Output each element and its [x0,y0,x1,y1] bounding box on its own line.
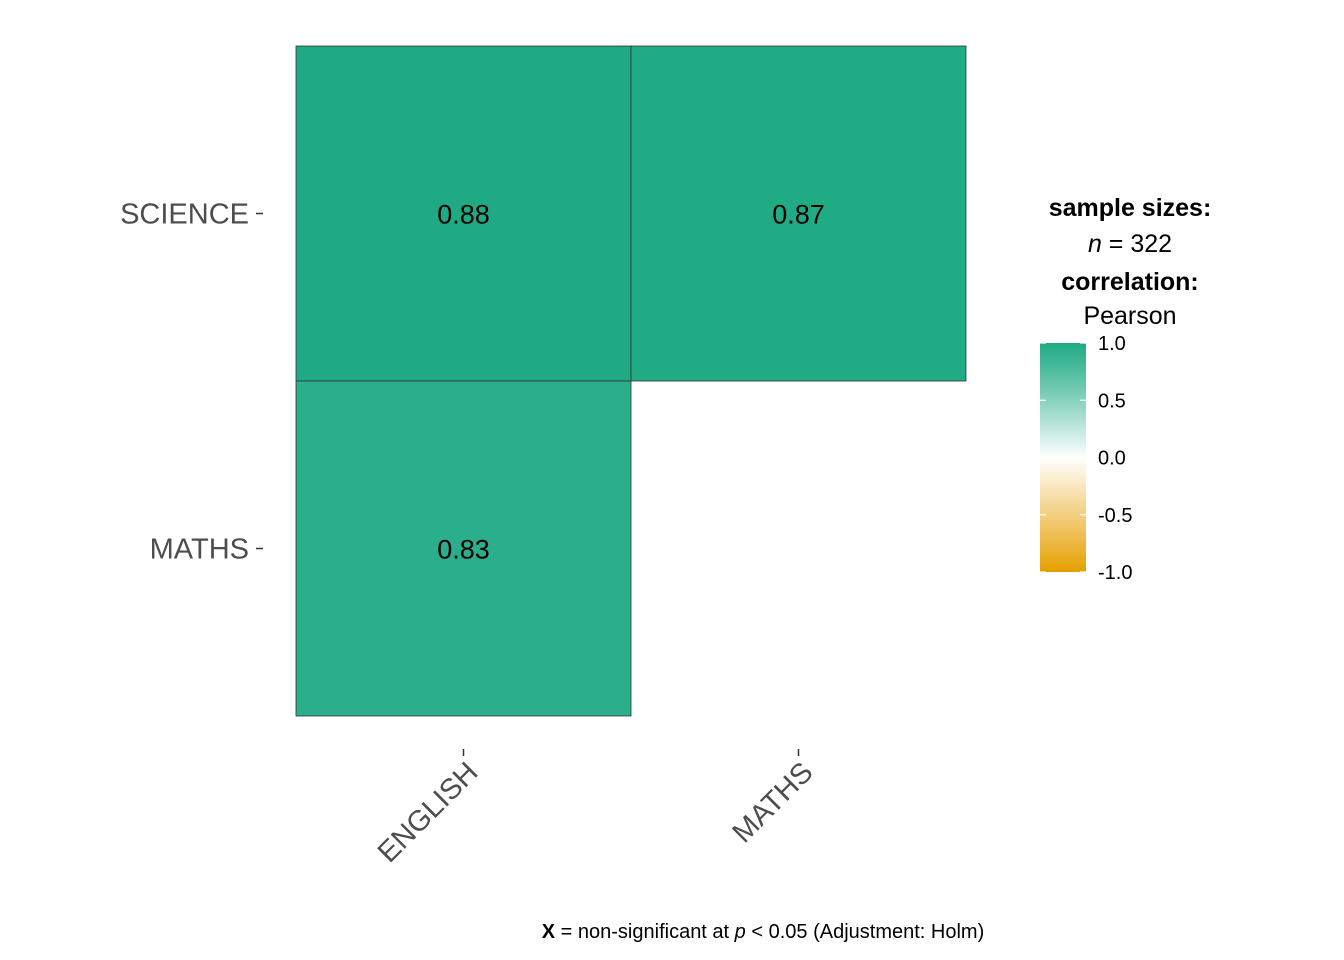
legend-tick-label: 0.5 [1098,390,1126,412]
y-axis: MATHS SCIENCE [120,199,263,566]
caption-x-mark: X [542,921,556,943]
cell-value-label: 0.83 [437,535,490,565]
legend-sample-size: n = 322 [1088,230,1172,258]
legend-correlation-method: Pearson [1083,302,1176,330]
legend-tick-label: 0.0 [1098,448,1126,470]
legend-sample-title: sample sizes: [1049,194,1212,222]
heatmap-cells [295,45,967,717]
legend-correlation-title: correlation: [1061,268,1199,296]
cell-value-label: 0.87 [772,200,825,230]
caption-p-symbol: p [734,921,746,943]
heatmap-cell-labels: 0.88 0.87 0.83 [437,200,825,565]
legend-n-value: = 322 [1102,230,1172,258]
legend: sample sizes: n = 322 correlation: Pears… [1040,194,1211,584]
legend-tick-label: -1.0 [1098,562,1132,584]
caption-part2: < 0.05 (Adjustment: Holm) [746,921,984,943]
heatmap-cell-english-maths [295,380,632,717]
x-axis: ENGLISH MATHS [372,749,820,869]
caption: X = non-significant at p < 0.05 (Adjustm… [542,921,984,943]
cell-value-label: 0.88 [437,200,490,230]
y-tick-label: SCIENCE [120,199,249,231]
legend-ticks: 1.0 0.5 0.0 -0.5 -1.0 [1040,333,1132,584]
legend-tick-label: -0.5 [1098,505,1132,527]
legend-tick-label: 1.0 [1098,333,1126,355]
y-tick-label: MATHS [150,534,249,566]
legend-colorbar [1040,343,1086,572]
x-tick-label: MATHS [727,756,820,849]
legend-n-symbol: n [1088,230,1102,258]
x-tick-label: ENGLISH [372,756,485,869]
caption-part1: = non-significant at [555,921,735,943]
heatmap-cell-english-science [295,45,632,382]
heatmap-cell-maths-science [630,45,967,382]
